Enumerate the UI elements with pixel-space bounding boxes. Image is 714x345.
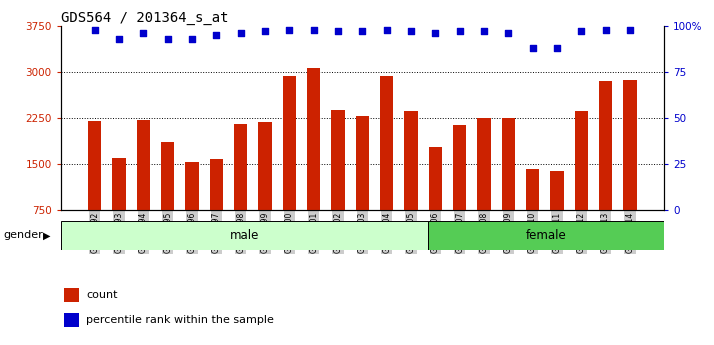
- Bar: [137, 120, 150, 210]
- Bar: [453, 125, 466, 210]
- Bar: [599, 81, 613, 210]
- Point: [624, 27, 635, 32]
- Point: [332, 29, 343, 34]
- Bar: [64, 288, 79, 302]
- Bar: [380, 76, 393, 210]
- Point: [356, 29, 368, 34]
- Bar: [210, 159, 223, 210]
- Text: percentile rank within the sample: percentile rank within the sample: [86, 315, 274, 325]
- Bar: [161, 141, 174, 210]
- Point: [381, 27, 393, 32]
- Bar: [112, 158, 126, 210]
- Text: GDS564 / 201364_s_at: GDS564 / 201364_s_at: [61, 11, 228, 25]
- Text: gender: gender: [4, 230, 44, 240]
- Point: [235, 30, 246, 36]
- Bar: [550, 171, 563, 210]
- Point: [430, 30, 441, 36]
- Bar: [623, 80, 637, 210]
- Bar: [428, 147, 442, 210]
- Text: ▶: ▶: [43, 230, 51, 240]
- Bar: [61, 221, 428, 250]
- Point: [527, 45, 538, 51]
- Point: [478, 29, 490, 34]
- Point: [575, 29, 587, 34]
- Point: [138, 30, 149, 36]
- Text: female: female: [526, 229, 566, 242]
- Point: [89, 27, 101, 32]
- Bar: [526, 169, 539, 210]
- Bar: [258, 122, 272, 210]
- Point: [454, 29, 466, 34]
- Point: [308, 27, 319, 32]
- Point: [186, 36, 198, 41]
- Bar: [404, 111, 418, 210]
- Bar: [331, 110, 345, 210]
- Bar: [575, 111, 588, 210]
- Point: [551, 45, 563, 51]
- Point: [114, 36, 125, 41]
- Bar: [234, 124, 248, 210]
- Point: [259, 29, 271, 34]
- Point: [503, 30, 514, 36]
- Bar: [428, 221, 664, 250]
- Bar: [64, 313, 79, 327]
- Bar: [477, 118, 491, 210]
- Bar: [88, 121, 101, 210]
- Bar: [186, 162, 198, 210]
- Bar: [307, 68, 321, 210]
- Bar: [502, 118, 515, 210]
- Point: [283, 27, 295, 32]
- Text: count: count: [86, 290, 118, 300]
- Point: [211, 32, 222, 38]
- Bar: [356, 116, 369, 210]
- Text: male: male: [230, 229, 259, 242]
- Bar: [283, 76, 296, 210]
- Point: [406, 29, 417, 34]
- Point: [600, 27, 611, 32]
- Point: [162, 36, 174, 41]
